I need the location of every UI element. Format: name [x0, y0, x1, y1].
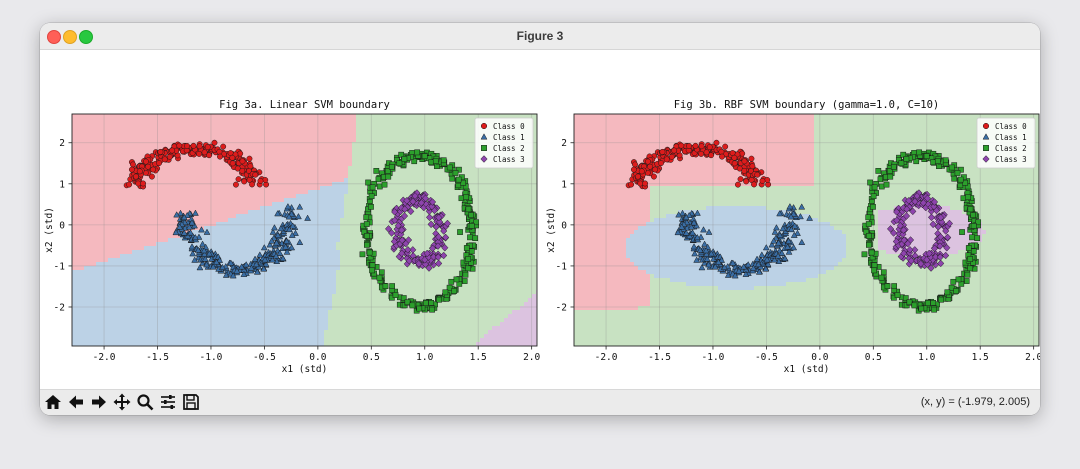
x-tick-label: -0.5: [253, 352, 276, 363]
save-icon[interactable]: [181, 392, 201, 412]
x-tick-label: 0.5: [865, 352, 882, 363]
x-tick-label: 1.5: [470, 352, 487, 363]
y-tick-label: -2: [556, 302, 567, 313]
legend: Class 0 Class 1 Class 2 Class 3: [474, 117, 534, 169]
y-axis-label: x2 (std): [546, 207, 557, 253]
chart-panel-1: -2.0 -1.5 -1.0 -0.5 0.0 0.5 1.0 1.5 2.0 2 1 0 -1 -2 Fi…: [44, 99, 541, 375]
zoom-icon[interactable]: [135, 392, 155, 412]
legend-label: Class 2: [493, 144, 525, 153]
figure-canvas[interactable]: -2.0 -1.5 -1.0 -0.5 0.0 0.5 1.0 1.5 2.0 2 1 0 -1 -2 Fi…: [40, 50, 1040, 389]
legend-marker: [983, 145, 989, 151]
legend-label: Class 1: [493, 133, 525, 142]
figure-window: Figure 3 -2.0 -1.5 -1.0 -0.5 0.0 0.5 1.0 1.5 2.0…: [40, 23, 1040, 415]
x-tick-label: -0.5: [755, 352, 778, 363]
window-title: Figure 3: [516, 29, 564, 43]
y-tick-label: 1: [59, 179, 65, 190]
grid: [574, 114, 1039, 346]
x-tick-label: -2.0: [93, 352, 116, 363]
x-tick-label: 1.5: [972, 352, 989, 363]
x-tick-label: 0.0: [309, 352, 326, 363]
x-tick-label: 2.0: [1025, 352, 1040, 363]
legend-marker: [480, 122, 488, 130]
legend-label: Class 2: [995, 144, 1027, 153]
home-icon[interactable]: [43, 392, 63, 412]
y-axis-label: x2 (std): [44, 207, 55, 253]
chart-title: Fig 3a. Linear SVM boundary: [219, 99, 390, 111]
zoom-window-button[interactable]: [79, 30, 93, 44]
legend-marker: [480, 133, 488, 140]
y-tick-label: -2: [54, 302, 65, 313]
x-tick-label: 0.0: [811, 352, 828, 363]
y-tick-label: 0: [561, 220, 567, 231]
y-tick-label: -1: [54, 261, 66, 272]
cursor-coordinates: (x, y) = (-1.979, 2.005): [920, 396, 1030, 408]
legend-label: Class 1: [995, 133, 1027, 142]
x-tick-label: -1.5: [146, 352, 169, 363]
title-bar: Figure 3: [40, 23, 1040, 50]
x-tick-label: -1.5: [648, 352, 671, 363]
chart-panel-2: -2.0 -1.5 -1.0 -0.5 0.0 0.5 1.0 1.5 2.0 2 1 0 -1 -2 Fi…: [546, 99, 1040, 375]
decision-regions: [574, 114, 1039, 346]
x-axis-label: x1 (std): [784, 364, 830, 375]
legend-marker: [982, 122, 990, 130]
y-tick-label: 0: [59, 220, 65, 231]
axes-frame: [71, 113, 538, 347]
legend-marker: [982, 155, 990, 163]
legend: Class 0 Class 1 Class 2 Class 3: [976, 117, 1036, 169]
legend-marker: [480, 155, 488, 163]
y-tick-label: -1: [556, 261, 568, 272]
x-tick-label: 1.0: [416, 352, 433, 363]
data-points: [123, 139, 480, 314]
legend-marker: [982, 133, 990, 140]
legend-label: Class 3: [493, 155, 525, 164]
legend-label: Class 0: [493, 122, 525, 131]
minimize-button[interactable]: [63, 30, 77, 44]
legend-label: Class 0: [995, 122, 1027, 131]
x-tick-label: 1.0: [918, 352, 935, 363]
x-tick-label: 0.5: [363, 352, 380, 363]
navigation-toolbar: (x, y) = (-1.979, 2.005): [40, 389, 1040, 415]
back-arrow-icon[interactable]: [66, 392, 86, 412]
pan-icon[interactable]: [112, 392, 132, 412]
x-tick-label: 2.0: [523, 352, 540, 363]
configure-subplots-icon[interactable]: [158, 392, 178, 412]
x-tick-label: -1.0: [702, 352, 725, 363]
y-tick-label: 1: [561, 179, 567, 190]
y-tick-label: 2: [561, 138, 567, 149]
legend-marker: [481, 145, 487, 151]
data-points: [625, 139, 982, 314]
close-button[interactable]: [47, 30, 61, 44]
forward-arrow-icon[interactable]: [89, 392, 109, 412]
y-tick-label: 2: [59, 138, 65, 149]
x-axis-label: x1 (std): [282, 364, 328, 375]
chart-title: Fig 3b. RBF SVM boundary (gamma=1.0, C=1…: [674, 99, 940, 111]
legend-label: Class 3: [995, 155, 1027, 164]
axes-frame: [573, 113, 1040, 347]
x-tick-label: -2.0: [595, 352, 618, 363]
x-tick-label: -1.0: [200, 352, 223, 363]
